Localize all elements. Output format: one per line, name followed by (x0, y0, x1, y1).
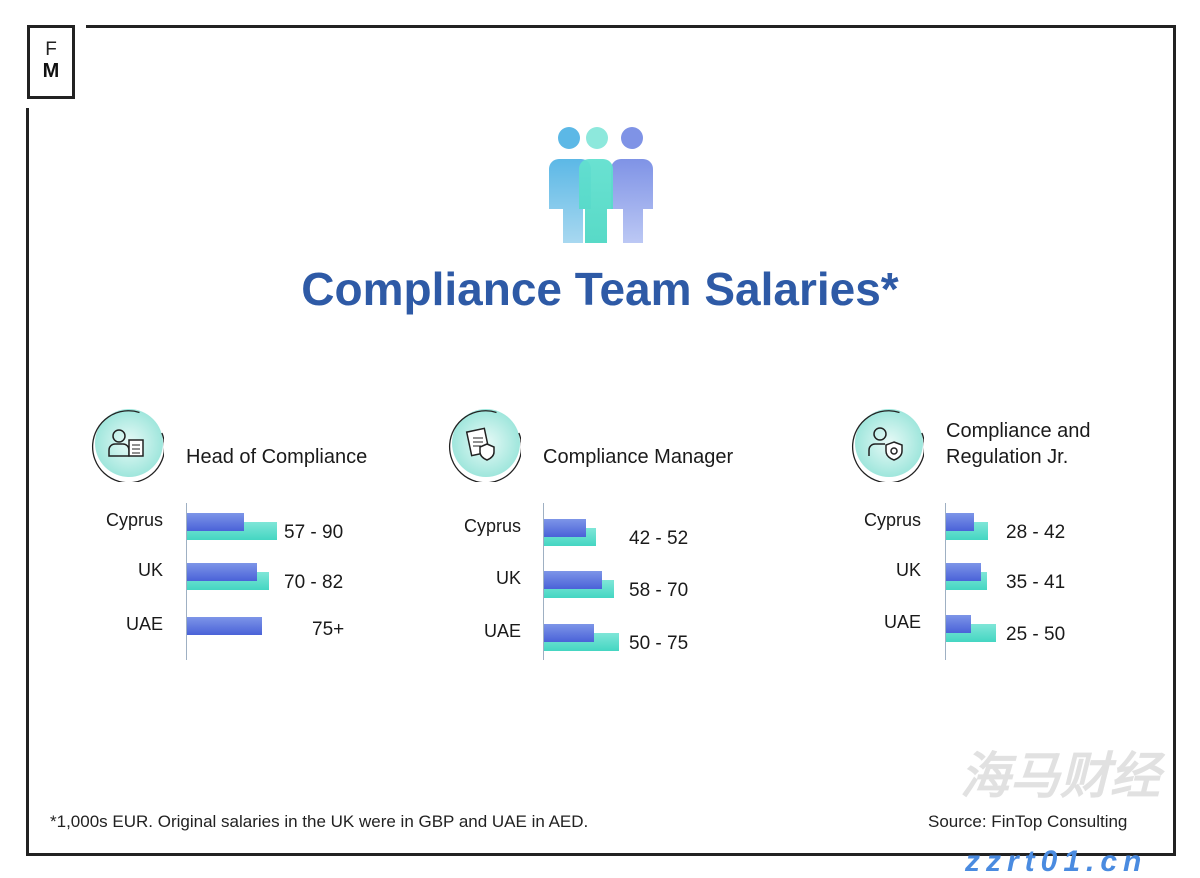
category-label: Cyprus (463, 516, 521, 536)
chart-axis (186, 503, 187, 660)
frame-border (26, 108, 29, 856)
watermark-url: zzrt01.cn (965, 845, 1148, 878)
category-label: UK (495, 568, 521, 588)
source-credit: Source: FinTop Consulting (928, 812, 1128, 831)
category-label: UAE (883, 612, 921, 632)
category-label: UAE (125, 614, 163, 634)
bar-min-salary (187, 513, 244, 531)
frame-border (86, 25, 1176, 28)
data-label: 25 - 50 (1006, 624, 1066, 645)
frame-border (1173, 25, 1176, 856)
data-label: 28 - 42 (1006, 522, 1066, 543)
bar-min-salary (544, 624, 594, 642)
data-label: 75+ (312, 619, 345, 640)
bar-min-salary (946, 513, 974, 531)
category-label: Cyprus (105, 510, 163, 530)
fm-logo: F M (27, 25, 75, 99)
data-label: 42 - 52 (629, 528, 689, 549)
manager-checklist-icon (92, 409, 164, 482)
data-label: 58 - 70 (629, 580, 689, 601)
group-title: Compliance Manager (543, 446, 734, 468)
category-label: UK (895, 560, 921, 580)
group-title: Head of Compliance (186, 446, 368, 468)
group-title: Compliance and Regulation Jr. (946, 418, 1091, 470)
bar-min-salary (946, 563, 981, 581)
logo-letter-m: M (42, 60, 60, 82)
bar-min-salary (544, 571, 602, 589)
category-label: UK (137, 560, 163, 580)
category-label: Cyprus (863, 510, 921, 530)
page-title: Compliance Team Salaries* (301, 263, 899, 315)
team-people-icon (549, 127, 653, 243)
document-shield-icon (449, 409, 521, 482)
footnote: *1,000s EUR. Original salaries in the UK… (50, 812, 589, 831)
person-shield-gear-icon (852, 409, 924, 482)
category-label: UAE (483, 621, 521, 641)
frame-border (26, 853, 1176, 856)
data-label: 35 - 41 (1006, 572, 1066, 593)
chart-axis (945, 503, 946, 660)
bar-min-salary (187, 563, 257, 581)
data-label: 70 - 82 (284, 572, 344, 593)
data-label: 50 - 75 (629, 633, 689, 654)
data-label: 57 - 90 (284, 522, 344, 543)
logo-letter-f: F (45, 39, 57, 60)
bar-min-salary (544, 519, 586, 537)
chart-axis (543, 503, 544, 660)
group-title-line: Regulation Jr. (946, 446, 1069, 468)
bar-min-salary (187, 617, 262, 635)
bar-min-salary (946, 615, 971, 633)
group-title-line: Compliance and (946, 420, 1091, 442)
watermark: 海马财经 (960, 748, 1160, 804)
